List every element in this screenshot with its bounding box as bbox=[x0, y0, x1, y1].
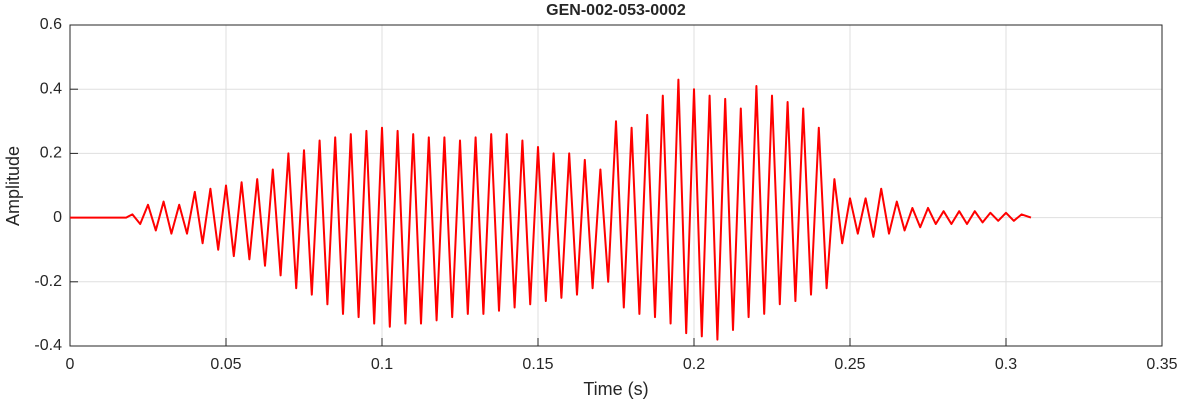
x-axis-label: Time (s) bbox=[583, 379, 648, 399]
x-tick-label: 0.05 bbox=[210, 356, 241, 373]
x-tick-label: 0.15 bbox=[522, 356, 553, 373]
y-tick-label: 0.4 bbox=[40, 80, 62, 97]
x-tick-label: 0.25 bbox=[834, 356, 865, 373]
chart-title: GEN-002-053-0002 bbox=[546, 2, 686, 19]
x-tick-label: 0.1 bbox=[371, 356, 393, 373]
x-tick-label: 0.2 bbox=[683, 356, 705, 373]
y-tick-label: -0.4 bbox=[34, 337, 62, 354]
y-tick-label: 0 bbox=[53, 209, 62, 226]
y-tick-label: 0.6 bbox=[40, 16, 62, 33]
plot-frame bbox=[69, 24, 1163, 347]
waveform-line bbox=[70, 78, 1032, 341]
y-tick-label: -0.2 bbox=[34, 273, 62, 290]
x-tick-label: 0 bbox=[66, 356, 75, 373]
y-tick-label: 0.2 bbox=[40, 145, 62, 162]
x-tick-label: 0.35 bbox=[1146, 356, 1177, 373]
x-tick-label: 0.3 bbox=[995, 356, 1017, 373]
y-axis-label: Amplitude bbox=[3, 146, 23, 226]
